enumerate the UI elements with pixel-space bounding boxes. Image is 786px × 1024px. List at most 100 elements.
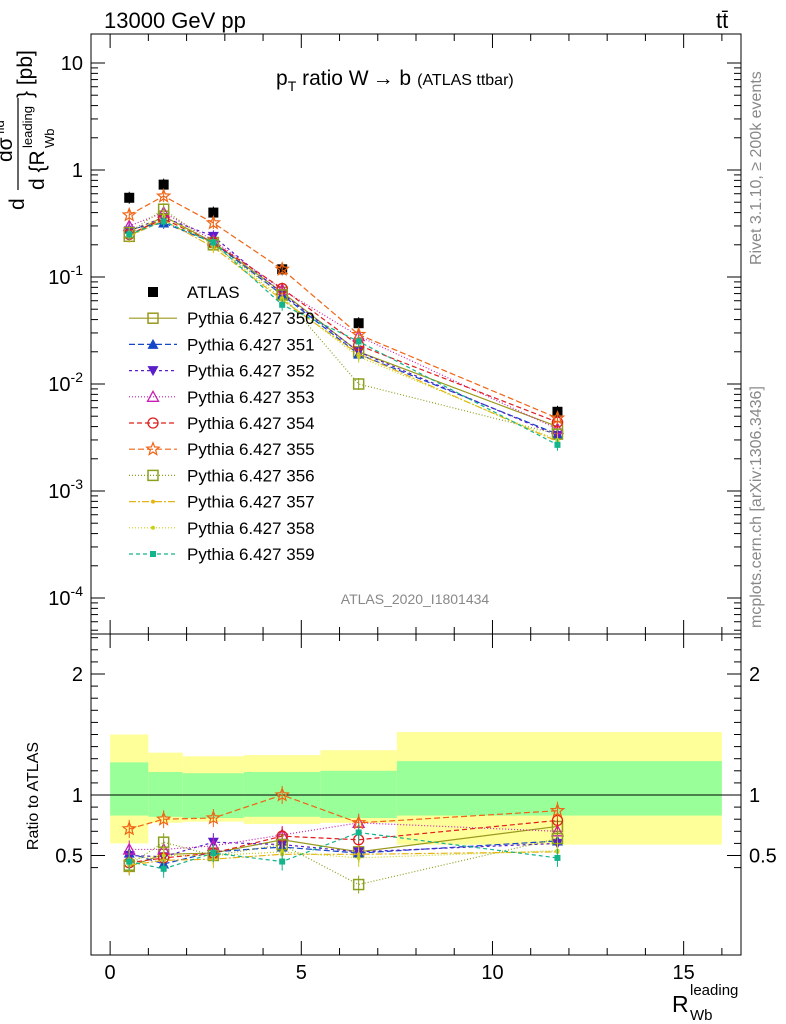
legend-label: Pythia 6.427 356: [187, 466, 315, 485]
series-line: [129, 216, 558, 437]
ratio-y-tick-label-right: 2: [749, 664, 760, 686]
ratio-point: [210, 850, 217, 857]
y-tick-label: 10-3: [48, 476, 83, 503]
title-sub: T: [288, 78, 297, 94]
data-point: [126, 231, 133, 238]
ratio-point: [279, 858, 286, 865]
main-panel: [121, 178, 566, 451]
legend-marker: [147, 312, 159, 324]
xlabel-r: R: [672, 991, 689, 1017]
series-line: [128, 218, 558, 423]
title-rest: ratio W: [296, 67, 369, 90]
data-point: [205, 214, 222, 230]
data-point: [554, 441, 561, 448]
data-point: [155, 187, 172, 203]
data-point: [208, 207, 219, 218]
legend-marker: [147, 469, 159, 482]
x-tick-label: 10: [481, 962, 503, 984]
x-tick-label: 5: [296, 962, 307, 984]
ratio-y-tick-label: 2: [72, 664, 83, 686]
mcplots-label: mcplots.cern.ch [arXiv:1306.3436]: [748, 386, 765, 628]
legend: ATLAS Pythia 6.427 350 Pythia 6.427 351 Pyt…: [129, 283, 315, 564]
series-line: [128, 219, 558, 443]
data-point: [121, 206, 137, 222]
legend-label: Pythia 6.427 359: [187, 545, 315, 564]
uncertainty-band-inner: [396, 761, 722, 816]
analysis-watermark: ATLAS_2020_I1801434: [341, 591, 490, 607]
legend-label: Pythia 6.427 353: [187, 388, 315, 407]
title-b: b: [394, 67, 412, 90]
ylabel-d: d: [6, 198, 29, 210]
axes: 10 1 10-1 10-2 10-3 10-4 0.5 0.5 1 1 2 2 0 5 10 15: [48, 33, 777, 984]
legend-label: Pythia 6.427 357: [187, 493, 315, 512]
y-tick-label: 10-4: [48, 583, 83, 610]
ratio-point: [121, 820, 137, 836]
legend-marker: [145, 441, 161, 456]
ylabel-unit: } [pb]: [14, 50, 37, 98]
legend-label: ATLAS: [187, 283, 240, 302]
y-tick-label: 10-2: [48, 369, 83, 396]
legend-label: Pythia 6.427 355: [187, 440, 315, 459]
legend-marker: [147, 338, 159, 349]
data-point: [280, 296, 285, 301]
legend-marker: [151, 499, 155, 504]
xlabel-wb: Wb: [690, 1007, 713, 1024]
rivet-label: Rivet 3.1.10, ≥ 200k events: [748, 71, 765, 265]
legend-marker: [151, 525, 155, 530]
ratio-line: [129, 794, 558, 830]
data-point: [274, 261, 290, 276]
uncertainty-band-inner: [110, 762, 149, 816]
data-point: [355, 338, 362, 345]
ratio-y-tick-label: 1: [72, 785, 83, 807]
ylabel-leading: leading: [20, 106, 35, 148]
x-tick-label: 0: [105, 962, 116, 984]
ratio-point: [274, 786, 290, 802]
legend-label: Pythia 6.427 351: [187, 335, 315, 354]
data-point: [210, 239, 217, 246]
ratio-point: [356, 855, 361, 860]
uncertainty-band-inner: [320, 770, 397, 818]
series-line: [128, 195, 558, 419]
y-axis-label: d dσ fid d {R leading Wb } [pb]: [0, 50, 57, 210]
data-point: [124, 192, 135, 203]
ratio-ylabel: Ratio to ATLAS: [25, 742, 42, 850]
legend-label: Pythia 6.427 352: [187, 362, 315, 381]
title-arrow: →: [373, 67, 394, 90]
data-point: [279, 301, 286, 308]
ylabel-fid: fid: [0, 120, 7, 134]
data-point: [160, 218, 167, 225]
main-frame: [90, 33, 742, 635]
title-small: (ATLAS ttbar): [417, 72, 514, 89]
ylabel-wb: Wb: [42, 129, 57, 149]
y-tick-label: 1: [72, 160, 83, 182]
ylabel-dR: d {R: [26, 150, 49, 190]
ratio-line: [129, 841, 558, 858]
series-line: [129, 220, 558, 446]
ratio-point: [554, 854, 561, 861]
ratio-point: [160, 865, 167, 872]
ratio-line: [129, 851, 558, 866]
legend-label: Pythia 6.427 358: [187, 519, 315, 538]
ratio-y-tick-label: 0.5: [55, 846, 83, 868]
ratio-y-tick-label-right: 1: [749, 785, 760, 807]
ratio-line: [129, 840, 558, 865]
xlabel-leading: leading: [690, 982, 738, 999]
legend-marker: [147, 417, 159, 429]
legend-marker: [146, 389, 160, 402]
header-left: 13000 GeV pp: [104, 8, 246, 33]
ratio-point: [549, 802, 566, 818]
series-line: [128, 208, 558, 435]
ylabel-dsigma: dσ: [0, 137, 17, 162]
data-point: [158, 179, 169, 190]
ratio-point: [355, 829, 362, 836]
ratio-line: [128, 837, 558, 886]
ratio-line: [129, 822, 558, 851]
legend-label: Pythia 6.427 354: [187, 414, 315, 433]
ratio-line: [129, 831, 558, 870]
chart-title: pT ratio W → b (ATLAS ttbar): [276, 67, 514, 94]
ratio-point: [126, 858, 133, 865]
x-tick-label: 15: [673, 962, 695, 984]
ratio-point: [280, 849, 285, 854]
x-axis-label: R leading Wb: [672, 982, 738, 1024]
